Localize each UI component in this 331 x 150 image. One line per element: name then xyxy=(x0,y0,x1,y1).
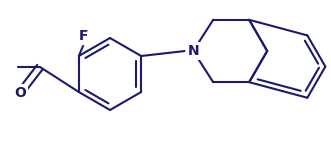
Text: N: N xyxy=(187,44,199,58)
Text: F: F xyxy=(79,29,89,43)
Text: F: F xyxy=(79,29,89,43)
Text: F: F xyxy=(79,29,89,43)
Text: O: O xyxy=(14,86,26,100)
Text: F: F xyxy=(79,29,89,43)
Text: N: N xyxy=(187,44,199,58)
Text: O: O xyxy=(14,86,26,100)
